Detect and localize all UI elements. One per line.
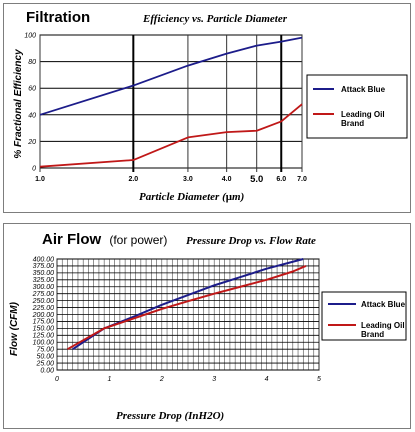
airflow-y-tick-label: 200.00 xyxy=(32,312,55,319)
legend-label-attack-blue: Attack Blue xyxy=(361,300,406,309)
filtration-chart-panel: Filtration Efficiency vs. Particle Diame… xyxy=(3,3,411,213)
filtration-x-tick-label: 6.0 xyxy=(276,176,286,183)
filtration-x-tick-label: 3.0 xyxy=(183,176,193,183)
airflow-subtitle: Pressure Drop vs. Flow Rate xyxy=(186,235,316,247)
airflow-main-title-suffix: (for power) xyxy=(109,233,167,247)
filtration-y-axis-label: % Fractional Efficiency xyxy=(13,49,24,159)
airflow-chart-panel: Air Flow (for power) Pressure Drop vs. F… xyxy=(3,223,411,429)
filtration-y-tick-label: 0 xyxy=(32,166,36,173)
airflow-y-tick-label: 250.00 xyxy=(32,298,55,305)
airflow-y-tick-label: 0.00 xyxy=(40,367,54,374)
filtration-plot-area xyxy=(39,34,303,169)
airflow-x-tick-label: 3 xyxy=(212,376,216,383)
series-line-leading-oil-brand xyxy=(39,103,303,168)
airflow-main-title: Air Flow xyxy=(42,231,101,248)
airflow-chart: Air Flow (for power) Pressure Drop vs. F… xyxy=(9,231,407,422)
filtration-y-tick-label: 40 xyxy=(28,112,36,119)
filtration-y-tick-label: 80 xyxy=(28,59,36,66)
airflow-x-tick-label: 2 xyxy=(159,376,164,383)
legend-label-attack-blue: Attack Blue xyxy=(341,85,386,94)
filtration-y-ticks: 0 20 40 60 80 100 xyxy=(24,33,36,173)
airflow-x-tick-label: 0 xyxy=(55,376,59,383)
filtration-legend: Attack Blue Leading Oil Brand xyxy=(306,74,408,139)
filtration-grid xyxy=(39,34,303,172)
airflow-y-tick-label: 125.00 xyxy=(33,333,55,340)
airflow-y-tick-label: 150.00 xyxy=(33,326,55,333)
series-line-leading-oil-brand xyxy=(66,265,307,351)
airflow-legend: Attack Blue Leading Oil Brand xyxy=(321,291,407,341)
airflow-y-tick-label: 225.00 xyxy=(32,305,55,312)
airflow-y-tick-label: 350.00 xyxy=(33,270,55,277)
series-line-attack-blue xyxy=(39,36,303,116)
filtration-main-title: Filtration xyxy=(26,9,90,26)
airflow-y-tick-label: 300.00 xyxy=(33,284,55,291)
filtration-series xyxy=(39,36,303,168)
airflow-y-tick-label: 275.00 xyxy=(32,291,55,298)
airflow-series xyxy=(66,258,307,351)
airflow-y-tick-label: 375.00 xyxy=(33,263,55,270)
filtration-x-tick-label: 1.0 xyxy=(35,176,45,183)
airflow-y-tick-label: 325.00 xyxy=(33,277,55,284)
airflow-x-tick-label: 1 xyxy=(107,376,111,383)
airflow-y-axis-label: Flow (CFM) xyxy=(9,301,20,356)
filtration-subtitle: Efficiency vs. Particle Diameter xyxy=(142,13,288,25)
airflow-y-tick-label: 100.00 xyxy=(33,340,55,347)
legend-label-leading-oil-brand: Leading Oil Brand xyxy=(341,110,385,128)
airflow-y-tick-label: 50.00 xyxy=(36,353,54,360)
filtration-chart: Filtration Efficiency vs. Particle Diame… xyxy=(13,9,408,203)
filtration-x-axis-label: Particle Diameter (μm) xyxy=(139,191,244,203)
filtration-y-tick-label: 20 xyxy=(27,139,36,146)
airflow-legend-box xyxy=(321,291,407,341)
airflow-y-tick-label: 25.00 xyxy=(35,360,54,367)
filtration-y-tick-label: 60 xyxy=(28,86,36,93)
airflow-x-tick-label: 5 xyxy=(317,376,321,383)
filtration-y-tick-label: 100 xyxy=(24,33,36,40)
filtration-x-tick-label: 4.0 xyxy=(222,176,232,183)
svg-text:Air Flow (for power): Air Flow (for power) xyxy=(42,231,167,248)
airflow-y-tick-label: 175.00 xyxy=(33,319,55,326)
airflow-x-tick-label: 4 xyxy=(265,376,269,383)
filtration-x-ticks: 1.0 2.0 3.0 4.0 5.0 6.0 7.0 xyxy=(35,174,307,185)
airflow-y-ticks: 0.0025.0050.0075.00100.00125.00150.00175… xyxy=(32,256,55,374)
airflow-x-axis-label: Pressure Drop (InH2O) xyxy=(116,410,224,422)
airflow-x-ticks: 0 1 2 3 4 5 xyxy=(55,376,321,383)
filtration-x-tick-label: 2.0 xyxy=(128,176,138,183)
airflow-y-tick-label: 400.00 xyxy=(33,256,55,263)
filtration-x-tick-label: 5.0 xyxy=(250,174,263,185)
filtration-x-tick-label: 7.0 xyxy=(297,176,307,183)
filtration-legend-box xyxy=(306,74,408,139)
legend-label-leading-oil-brand: Leading Oil Brand xyxy=(361,321,405,339)
airflow-y-tick-label: 75.00 xyxy=(36,346,54,353)
